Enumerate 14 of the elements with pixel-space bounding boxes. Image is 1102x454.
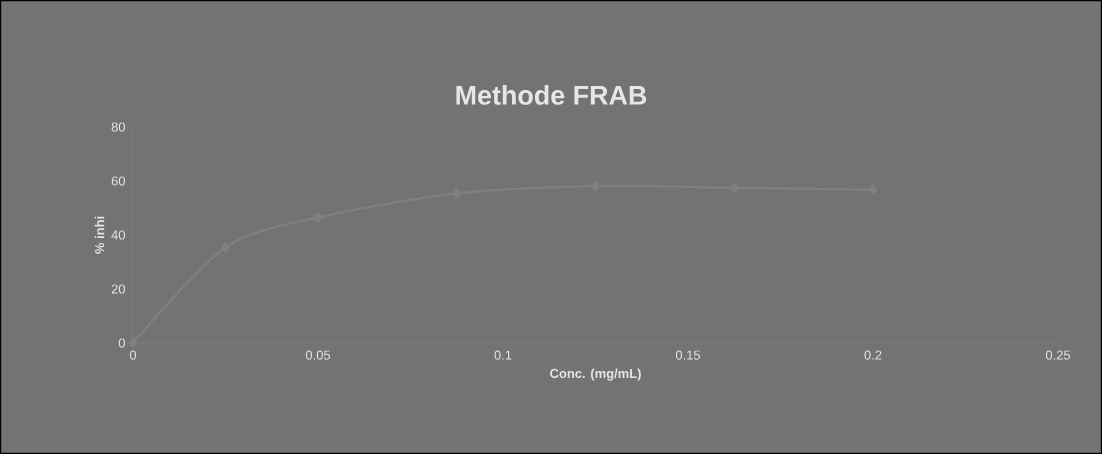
y-tick-label: 40 (111, 230, 125, 240)
x-tick-label: 0 (129, 350, 137, 360)
x-tick-label: 0.05 (305, 350, 331, 360)
x-axis-title: Conc. (mg/mL) (550, 368, 641, 381)
y-axis-title: % inhi (94, 216, 105, 254)
x-tick-label: 0.25 (1045, 350, 1071, 360)
y-tick-label: 60 (111, 176, 125, 186)
x-tick-label: 0.15 (675, 350, 701, 360)
chart-title: Methode FRAB (456, 85, 647, 105)
x-tick-label: 0.1 (494, 350, 512, 360)
y-tick-label: 20 (111, 284, 125, 294)
x-tick-label: 0.2 (864, 350, 882, 360)
y-tick-label: 0 (118, 338, 125, 348)
y-tick-label: 80 (111, 122, 125, 132)
